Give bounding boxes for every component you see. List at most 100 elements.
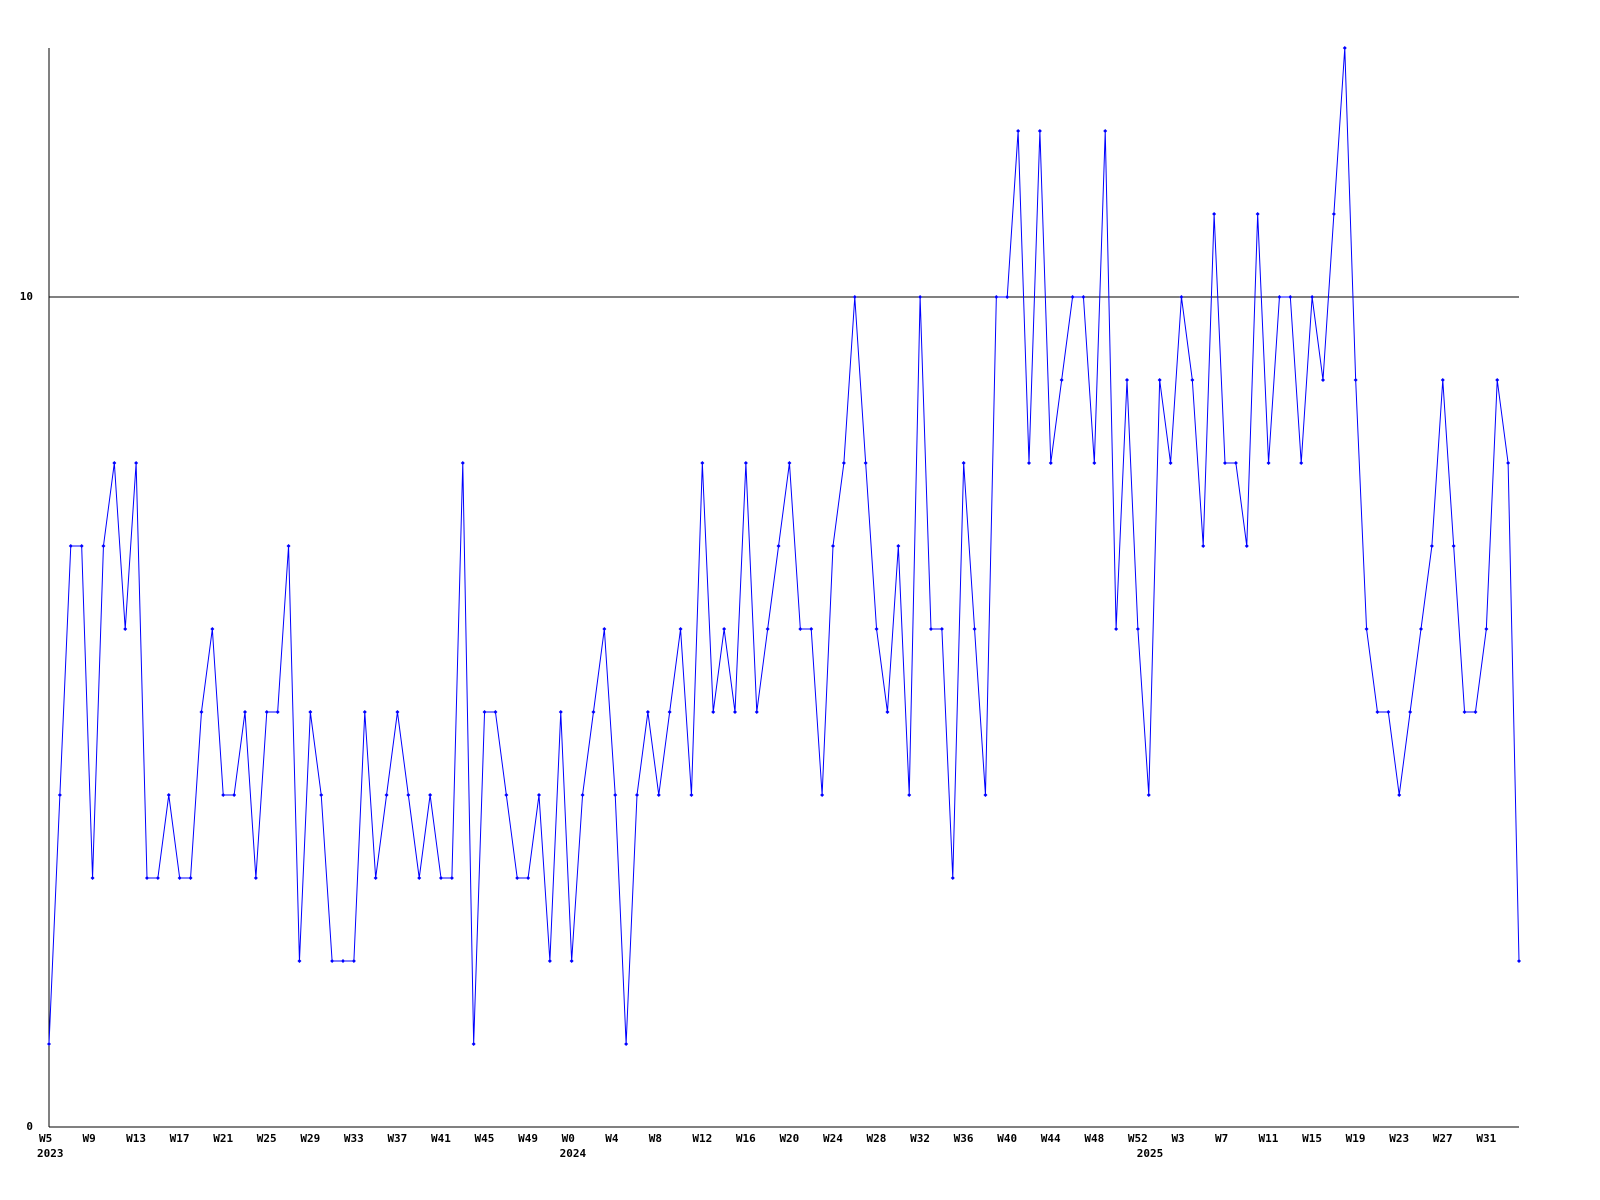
point: [275, 710, 280, 714]
y-tick-label: 0: [26, 1120, 33, 1133]
x-tick-label: W20: [779, 1132, 799, 1145]
point: [798, 627, 803, 631]
point: [1048, 461, 1053, 465]
point: [711, 710, 716, 714]
point: [1135, 627, 1140, 631]
x-tick-label: W9: [83, 1132, 96, 1145]
point: [1266, 461, 1271, 465]
x-tick-label: W40: [997, 1132, 1017, 1145]
point: [1114, 627, 1119, 631]
point: [428, 793, 433, 797]
x-tick-label: W45: [475, 1132, 495, 1145]
point: [1408, 710, 1413, 714]
point: [852, 295, 857, 299]
point: [1244, 544, 1249, 548]
point: [460, 461, 465, 465]
point: [1223, 461, 1227, 465]
point: [809, 627, 814, 631]
point: [1364, 627, 1369, 631]
point: [515, 876, 520, 880]
x-tick-label: W16: [736, 1132, 756, 1145]
y-tick-label: 10: [20, 290, 33, 303]
point: [79, 544, 84, 548]
point: [319, 793, 324, 797]
point: [155, 876, 160, 880]
point: [547, 959, 552, 963]
point: [286, 544, 291, 548]
point: [297, 959, 302, 963]
point: [1233, 461, 1238, 465]
x-tick-label: W49: [518, 1132, 538, 1145]
point: [449, 876, 454, 880]
x-tick-label: W32: [910, 1132, 930, 1145]
point: [1146, 793, 1151, 797]
x-tick-label: W15: [1302, 1132, 1322, 1145]
point: [1321, 378, 1325, 382]
point: [787, 461, 792, 465]
x-tick-label: W11: [1259, 1132, 1279, 1145]
point: [1190, 378, 1195, 382]
x-tick-label: W17: [170, 1132, 190, 1145]
point: [221, 793, 226, 797]
x-tick-label: W4: [605, 1132, 619, 1145]
x-tick-label: W33: [344, 1132, 364, 1145]
point: [482, 710, 487, 714]
point: [645, 710, 650, 714]
x-tick-label: W48: [1084, 1132, 1104, 1145]
point: [613, 793, 618, 797]
point: [526, 876, 531, 880]
point: [232, 793, 237, 797]
point: [199, 710, 204, 714]
point: [1168, 461, 1173, 465]
point: [308, 710, 313, 714]
point: [1027, 461, 1031, 465]
point: [656, 793, 661, 797]
point: [406, 793, 411, 797]
point: [1342, 46, 1347, 50]
x-tick-label: W13: [126, 1132, 146, 1145]
point: [373, 876, 378, 880]
x-tick-label: W3: [1171, 1132, 1184, 1145]
point: [1005, 295, 1010, 299]
point: [591, 710, 596, 714]
point: [471, 1042, 476, 1046]
point: [1277, 295, 1282, 299]
point: [635, 793, 639, 797]
point: [1255, 212, 1260, 216]
point: [1016, 129, 1021, 133]
x-tick-label: W0: [562, 1132, 575, 1145]
point: [896, 544, 901, 548]
point: [972, 627, 977, 631]
point: [1331, 212, 1336, 216]
point: [145, 876, 149, 880]
point: [1037, 129, 1042, 133]
point: [1353, 378, 1358, 382]
point: [961, 461, 966, 465]
point: [776, 544, 781, 548]
x-tick-label: W8: [649, 1132, 662, 1145]
point: [885, 710, 890, 714]
point: [417, 876, 422, 880]
point: [1310, 295, 1315, 299]
point: [1201, 544, 1206, 548]
line: [48, 47, 1520, 1045]
point: [395, 710, 400, 714]
point: [841, 461, 846, 465]
point: [1386, 710, 1391, 714]
point: [188, 876, 193, 880]
x-tick-label: W24: [823, 1132, 843, 1145]
x-tick-label: W36: [954, 1132, 974, 1145]
point: [330, 959, 335, 963]
point: [351, 959, 356, 963]
point: [177, 876, 182, 880]
x-tick-label: W19: [1346, 1132, 1366, 1145]
point: [1157, 378, 1162, 382]
point: [123, 627, 128, 631]
point: [950, 876, 955, 880]
point: [57, 793, 62, 797]
x-tick-label: W25: [257, 1132, 277, 1145]
point: [166, 793, 171, 797]
x-tick-label: W23: [1389, 1132, 1409, 1145]
point: [722, 627, 727, 631]
